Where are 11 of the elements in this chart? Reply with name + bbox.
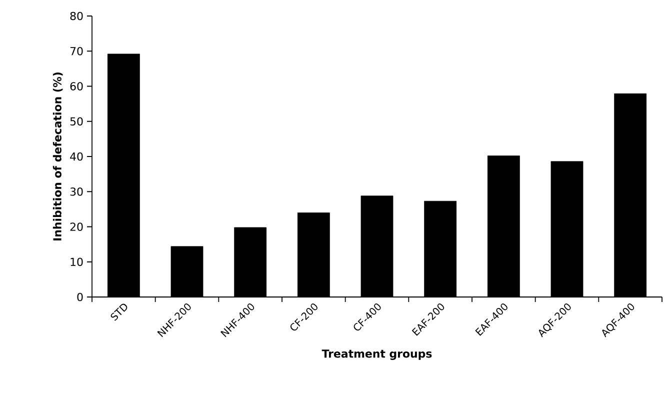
y-tick-label: 70 <box>70 46 83 56</box>
y-tick-label: 0 <box>77 292 83 302</box>
y-tick-label: 20 <box>70 222 83 231</box>
y-tick-label: 10 <box>70 258 83 266</box>
y-tick-label: 80 <box>70 12 83 20</box>
y-tick-label: 50 <box>70 117 83 126</box>
y-axis-title: Inhibition of defecation (%) <box>52 72 63 240</box>
y-tick-label: 30 <box>70 187 83 196</box>
x-axis-title: Treatment groups <box>322 350 432 360</box>
y-tick-label: 40 <box>70 152 83 161</box>
y-tick-label: 60 <box>70 82 83 90</box>
